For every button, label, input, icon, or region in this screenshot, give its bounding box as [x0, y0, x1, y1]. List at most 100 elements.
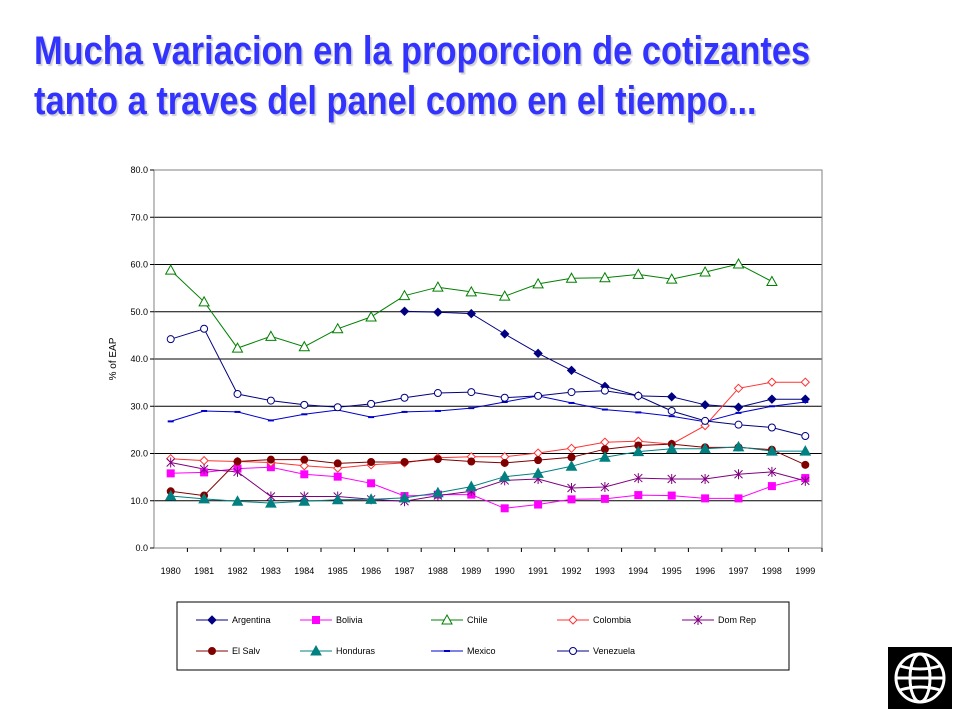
data-point-bolivia — [166, 469, 175, 478]
y-axis-label: % of EAP — [108, 337, 119, 380]
series-line-colombia — [170, 381, 806, 469]
x-tick-label: 1989 — [461, 566, 481, 576]
series-markers — [164, 257, 812, 513]
x-tick-label: 1994 — [628, 566, 648, 576]
data-point-argentina — [399, 306, 410, 316]
data-point-venezuela — [734, 420, 743, 429]
data-point-chile — [365, 310, 377, 322]
data-point-bolivia — [734, 494, 743, 503]
legend-label-venezuela: Venezuela — [593, 646, 635, 656]
data-point-argentina — [700, 400, 710, 410]
y-tick-label: 20.0 — [130, 449, 148, 459]
data-point-dom-rep — [567, 482, 576, 493]
data-point-venezuela — [567, 388, 576, 397]
data-point-chile — [465, 285, 478, 297]
data-point-honduras — [665, 442, 678, 454]
data-point-honduras — [799, 445, 812, 456]
data-point-chile — [532, 277, 544, 289]
data-point-dom-rep — [199, 464, 209, 475]
data-point-el-salv — [266, 455, 275, 464]
x-tick-label: 1993 — [595, 566, 615, 576]
data-point-honduras — [632, 445, 645, 457]
data-point-el-salv — [534, 456, 543, 465]
data-point-bolivia — [534, 500, 543, 509]
legend — [176, 601, 790, 671]
data-point-chile — [699, 266, 711, 277]
data-point-argentina — [433, 307, 443, 317]
legend-label-mexico: Mexico — [467, 646, 496, 656]
data-point-el-salv — [333, 459, 342, 468]
data-point-venezuela — [634, 391, 643, 400]
legend-marker-venezuela — [569, 647, 577, 655]
y-tick-label: 0.0 — [135, 543, 148, 553]
legend-label-dom-rep: Dom Rep — [718, 615, 756, 625]
data-point-argentina — [666, 392, 677, 402]
data-point-dom-rep — [166, 457, 176, 468]
data-point-honduras — [198, 492, 210, 504]
legend-label-el-salv: El Salv — [232, 646, 261, 656]
data-point-venezuela — [767, 423, 776, 432]
data-point-venezuela — [467, 388, 476, 397]
series-line-honduras — [170, 446, 806, 504]
y-tick-label: 80.0 — [130, 165, 148, 175]
data-point-honduras — [164, 489, 177, 501]
y-tick-label: 10.0 — [130, 496, 148, 506]
data-point-venezuela — [166, 335, 175, 344]
data-point-colombia — [800, 377, 811, 387]
data-point-dom-rep — [767, 466, 777, 477]
x-tick-label: 1996 — [695, 566, 715, 576]
data-point-argentina — [466, 308, 477, 319]
legend-label-colombia: Colombia — [593, 615, 631, 625]
legend-marker-argentina — [207, 615, 217, 625]
data-point-honduras — [398, 491, 411, 503]
data-point-bolivia — [767, 482, 776, 491]
legend-items: Argentina Bolivia Chile Colombia Dom Rep El S… — [196, 613, 756, 656]
data-point-el-salv — [400, 458, 409, 467]
data-point-dom-rep — [734, 469, 743, 480]
data-point-bolivia — [300, 470, 309, 479]
data-point-chile — [498, 290, 511, 301]
data-point-el-salv — [467, 457, 476, 466]
legend-marker-el-salv — [208, 647, 216, 655]
data-point-argentina — [733, 402, 744, 412]
data-point-argentina — [499, 329, 510, 339]
x-tick-label: 1988 — [428, 566, 448, 576]
series-line-el-salv — [170, 443, 806, 497]
x-tick-label: 1995 — [662, 566, 682, 576]
data-point-venezuela — [801, 432, 810, 441]
data-point-honduras — [265, 497, 277, 508]
data-point-venezuela — [701, 416, 710, 425]
data-point-bolivia — [634, 491, 643, 500]
data-point-venezuela — [333, 403, 342, 412]
data-point-honduras — [732, 440, 745, 452]
x-tick-label: 1990 — [495, 566, 515, 576]
data-point-bolivia — [701, 494, 710, 503]
x-tick-label: 1986 — [361, 566, 381, 576]
data-point-dom-rep — [700, 474, 710, 485]
legend-label-chile: Chile — [467, 615, 488, 625]
x-tick-label: 1984 — [294, 566, 314, 576]
data-point-chile — [665, 273, 678, 284]
y-tick-labels: 0.0 10.0 20.0 30.0 40.0 50.0 60.0 70.0 80.0 — [130, 165, 154, 553]
legend-marker-bolivia — [312, 616, 320, 624]
data-point-honduras — [331, 493, 344, 505]
data-point-chile — [398, 289, 411, 301]
data-point-bolivia — [567, 495, 576, 504]
series-line-dom-rep — [170, 462, 806, 502]
data-point-argentina — [566, 365, 577, 376]
data-point-venezuela — [433, 389, 442, 398]
data-point-dom-rep — [800, 475, 810, 486]
data-point-argentina — [533, 348, 543, 359]
legend-marker-honduras — [310, 644, 322, 656]
x-tick-label: 1999 — [795, 566, 815, 576]
globe-logo — [888, 647, 952, 709]
globe-icon — [894, 652, 946, 704]
x-tick-label: 1983 — [261, 566, 281, 576]
data-point-venezuela — [534, 391, 543, 400]
data-point-honduras — [498, 470, 511, 482]
data-point-honduras — [699, 442, 711, 454]
data-point-el-salv — [233, 457, 242, 466]
data-point-venezuela — [300, 400, 309, 409]
y-tick-label: 70.0 — [130, 212, 148, 222]
